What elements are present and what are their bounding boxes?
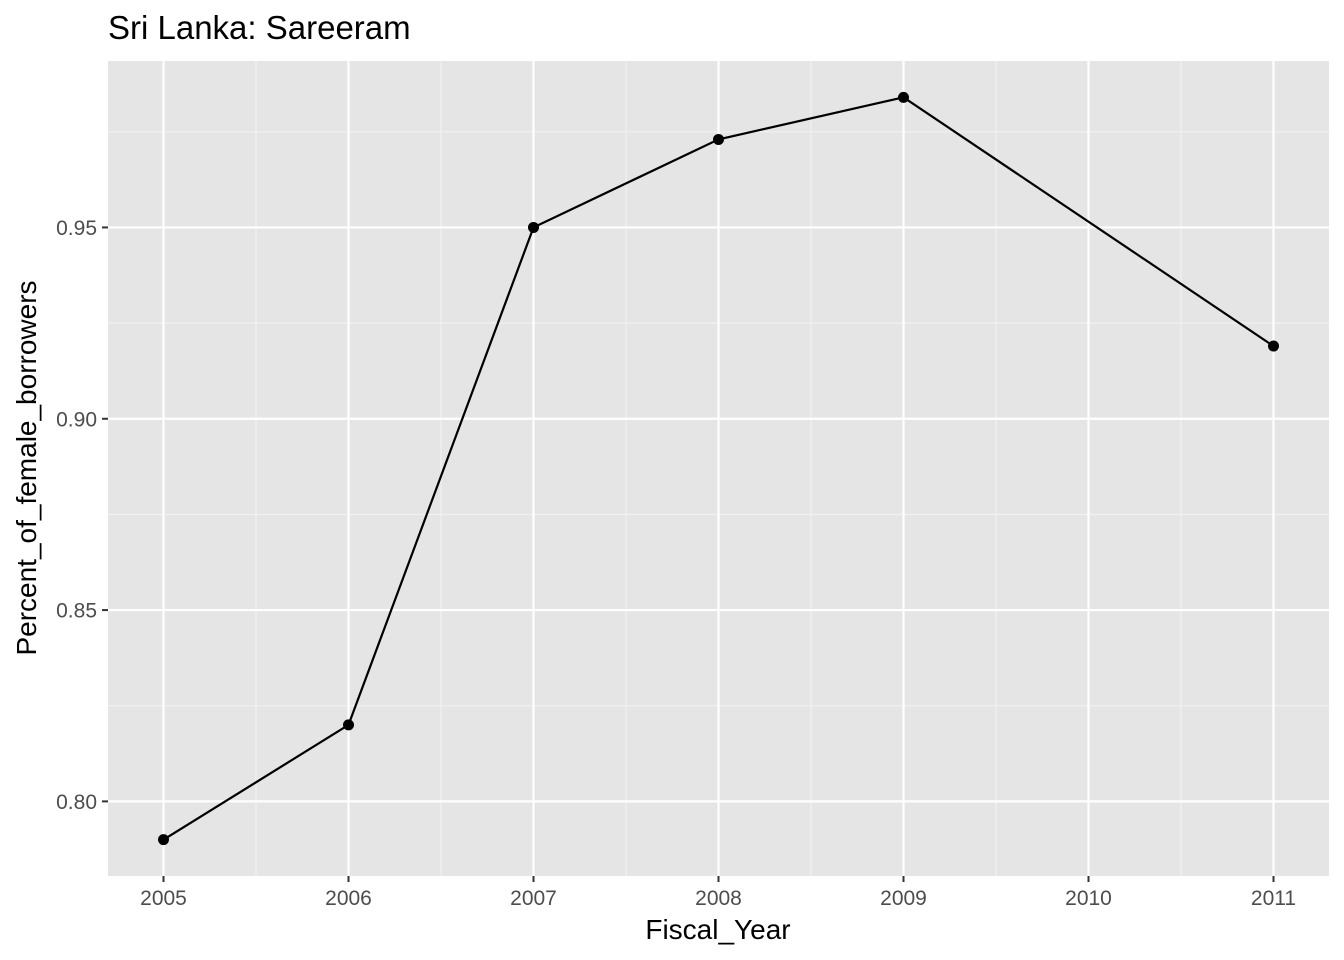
y-axis: 0.80 0.85 0.90 0.95 xyxy=(56,217,108,814)
data-point xyxy=(1268,340,1279,352)
data-series xyxy=(158,91,1279,846)
data-point xyxy=(158,834,169,846)
x-tick-label: 2011 xyxy=(1251,887,1296,910)
y-tick-label: 0.95 xyxy=(56,217,97,240)
x-tick-label: 2010 xyxy=(1065,887,1112,910)
data-point xyxy=(713,133,724,145)
y-tick-label: 0.85 xyxy=(56,600,97,623)
major-gridlines xyxy=(108,61,1329,876)
x-tick-label: 2006 xyxy=(325,887,372,910)
x-tick-label: 2007 xyxy=(510,887,557,910)
series-line xyxy=(162,96,1275,841)
x-axis: 2005 2006 2007 2008 2009 2010 2011 xyxy=(140,876,1296,910)
data-point xyxy=(898,91,909,103)
y-tick-label: 0.80 xyxy=(56,791,97,814)
chart-title: Sri Lanka: Sareeram xyxy=(108,9,411,46)
y-tick-label: 0.90 xyxy=(56,408,97,431)
x-tick-label: 2008 xyxy=(695,887,742,910)
data-point xyxy=(528,221,539,233)
data-point xyxy=(343,719,354,731)
x-axis-title: Fiscal_Year xyxy=(645,914,790,945)
x-tick-label: 2005 xyxy=(140,887,187,910)
y-axis-title: Percent_of_female_borrowers xyxy=(11,280,42,655)
x-tick-label: 2009 xyxy=(880,887,927,910)
